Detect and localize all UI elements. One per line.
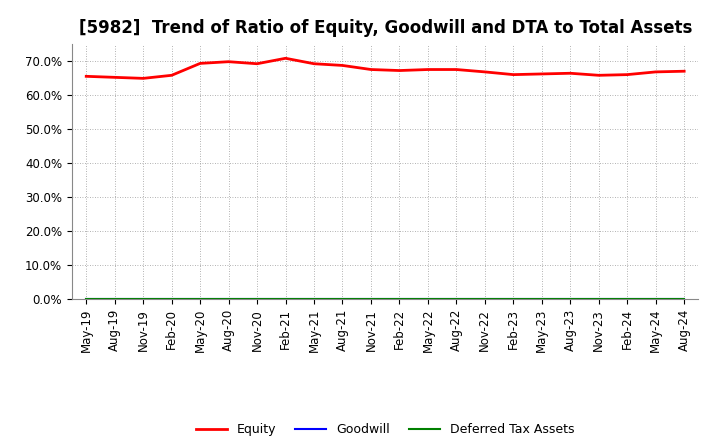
- Equity: [623, 72, 631, 77]
- Equity: [338, 63, 347, 68]
- Equity: [566, 71, 575, 76]
- Goodwill: [595, 297, 603, 302]
- Goodwill: [225, 297, 233, 302]
- Equity: [537, 71, 546, 77]
- Deferred Tax Assets: [452, 297, 461, 302]
- Deferred Tax Assets: [366, 297, 375, 302]
- Deferred Tax Assets: [566, 297, 575, 302]
- Goodwill: [310, 297, 318, 302]
- Equity: [395, 68, 404, 73]
- Deferred Tax Assets: [509, 297, 518, 302]
- Equity: [225, 59, 233, 64]
- Goodwill: [196, 297, 204, 302]
- Goodwill: [452, 297, 461, 302]
- Equity: [253, 61, 261, 66]
- Legend: Equity, Goodwill, Deferred Tax Assets: Equity, Goodwill, Deferred Tax Assets: [191, 418, 580, 440]
- Goodwill: [338, 297, 347, 302]
- Deferred Tax Assets: [110, 297, 119, 302]
- Equity: [310, 61, 318, 66]
- Equity: [480, 69, 489, 74]
- Deferred Tax Assets: [167, 297, 176, 302]
- Deferred Tax Assets: [537, 297, 546, 302]
- Deferred Tax Assets: [225, 297, 233, 302]
- Goodwill: [423, 297, 432, 302]
- Equity: [282, 55, 290, 61]
- Equity: [366, 67, 375, 72]
- Goodwill: [395, 297, 404, 302]
- Deferred Tax Assets: [196, 297, 204, 302]
- Deferred Tax Assets: [310, 297, 318, 302]
- Equity: [167, 73, 176, 78]
- Deferred Tax Assets: [423, 297, 432, 302]
- Deferred Tax Assets: [652, 297, 660, 302]
- Equity: [652, 69, 660, 74]
- Goodwill: [282, 297, 290, 302]
- Deferred Tax Assets: [680, 297, 688, 302]
- Goodwill: [110, 297, 119, 302]
- Equity: [680, 69, 688, 74]
- Equity: [196, 61, 204, 66]
- Equity: [452, 67, 461, 72]
- Equity: [595, 73, 603, 78]
- Deferred Tax Assets: [595, 297, 603, 302]
- Goodwill: [566, 297, 575, 302]
- Goodwill: [480, 297, 489, 302]
- Goodwill: [680, 297, 688, 302]
- Deferred Tax Assets: [82, 297, 91, 302]
- Goodwill: [623, 297, 631, 302]
- Deferred Tax Assets: [282, 297, 290, 302]
- Goodwill: [652, 297, 660, 302]
- Goodwill: [253, 297, 261, 302]
- Goodwill: [167, 297, 176, 302]
- Deferred Tax Assets: [623, 297, 631, 302]
- Equity: [509, 72, 518, 77]
- Title: [5982]  Trend of Ratio of Equity, Goodwill and DTA to Total Assets: [5982] Trend of Ratio of Equity, Goodwil…: [78, 19, 692, 37]
- Deferred Tax Assets: [395, 297, 404, 302]
- Deferred Tax Assets: [338, 297, 347, 302]
- Equity: [139, 76, 148, 81]
- Equity: [423, 67, 432, 72]
- Deferred Tax Assets: [480, 297, 489, 302]
- Goodwill: [537, 297, 546, 302]
- Goodwill: [366, 297, 375, 302]
- Equity: [82, 73, 91, 79]
- Deferred Tax Assets: [253, 297, 261, 302]
- Equity: [110, 75, 119, 80]
- Goodwill: [139, 297, 148, 302]
- Goodwill: [82, 297, 91, 302]
- Goodwill: [509, 297, 518, 302]
- Deferred Tax Assets: [139, 297, 148, 302]
- Line: Equity: Equity: [86, 58, 684, 78]
